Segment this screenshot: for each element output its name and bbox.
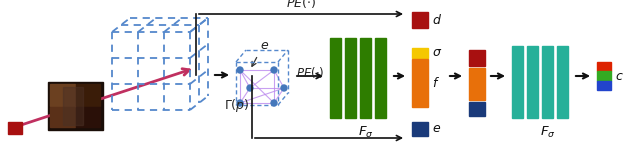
Circle shape — [237, 100, 243, 106]
Bar — [345, 38, 356, 118]
Bar — [76, 107, 100, 127]
Bar — [557, 46, 568, 118]
Text: $c$: $c$ — [615, 69, 624, 82]
Text: $\Gamma(p)$: $\Gamma(p)$ — [225, 98, 250, 114]
Bar — [375, 38, 386, 118]
Bar — [76, 84, 100, 106]
Text: $PE(\cdot)$: $PE(\cdot)$ — [286, 0, 316, 10]
Bar — [412, 122, 428, 136]
Circle shape — [281, 85, 287, 91]
Bar — [330, 38, 341, 118]
Bar — [8, 122, 22, 134]
Text: $F_\sigma$: $F_\sigma$ — [540, 125, 556, 140]
Text: $f$: $f$ — [432, 76, 440, 90]
Bar — [50, 107, 75, 127]
Bar — [412, 12, 428, 28]
Text: $d$: $d$ — [432, 13, 442, 27]
Circle shape — [237, 67, 243, 73]
Text: $PE(\cdot)$: $PE(\cdot)$ — [296, 64, 324, 79]
Bar — [527, 46, 538, 118]
Circle shape — [271, 100, 277, 106]
Bar — [360, 38, 371, 118]
Bar — [597, 71, 611, 81]
Bar — [597, 81, 611, 90]
Bar — [48, 82, 103, 130]
Bar — [597, 62, 611, 71]
Bar — [412, 48, 428, 58]
Text: $e$: $e$ — [432, 122, 441, 135]
Text: $e$: $e$ — [260, 39, 269, 52]
Bar — [512, 46, 523, 118]
Bar — [469, 68, 485, 100]
Circle shape — [247, 85, 253, 91]
Bar — [542, 46, 553, 118]
Circle shape — [271, 67, 277, 73]
Bar — [50, 84, 75, 106]
Text: $\sigma$: $\sigma$ — [432, 47, 442, 59]
Text: $F_\sigma$: $F_\sigma$ — [358, 125, 373, 140]
Bar — [412, 59, 428, 107]
Bar — [469, 50, 485, 66]
Bar — [63, 87, 83, 125]
Bar — [469, 102, 485, 116]
